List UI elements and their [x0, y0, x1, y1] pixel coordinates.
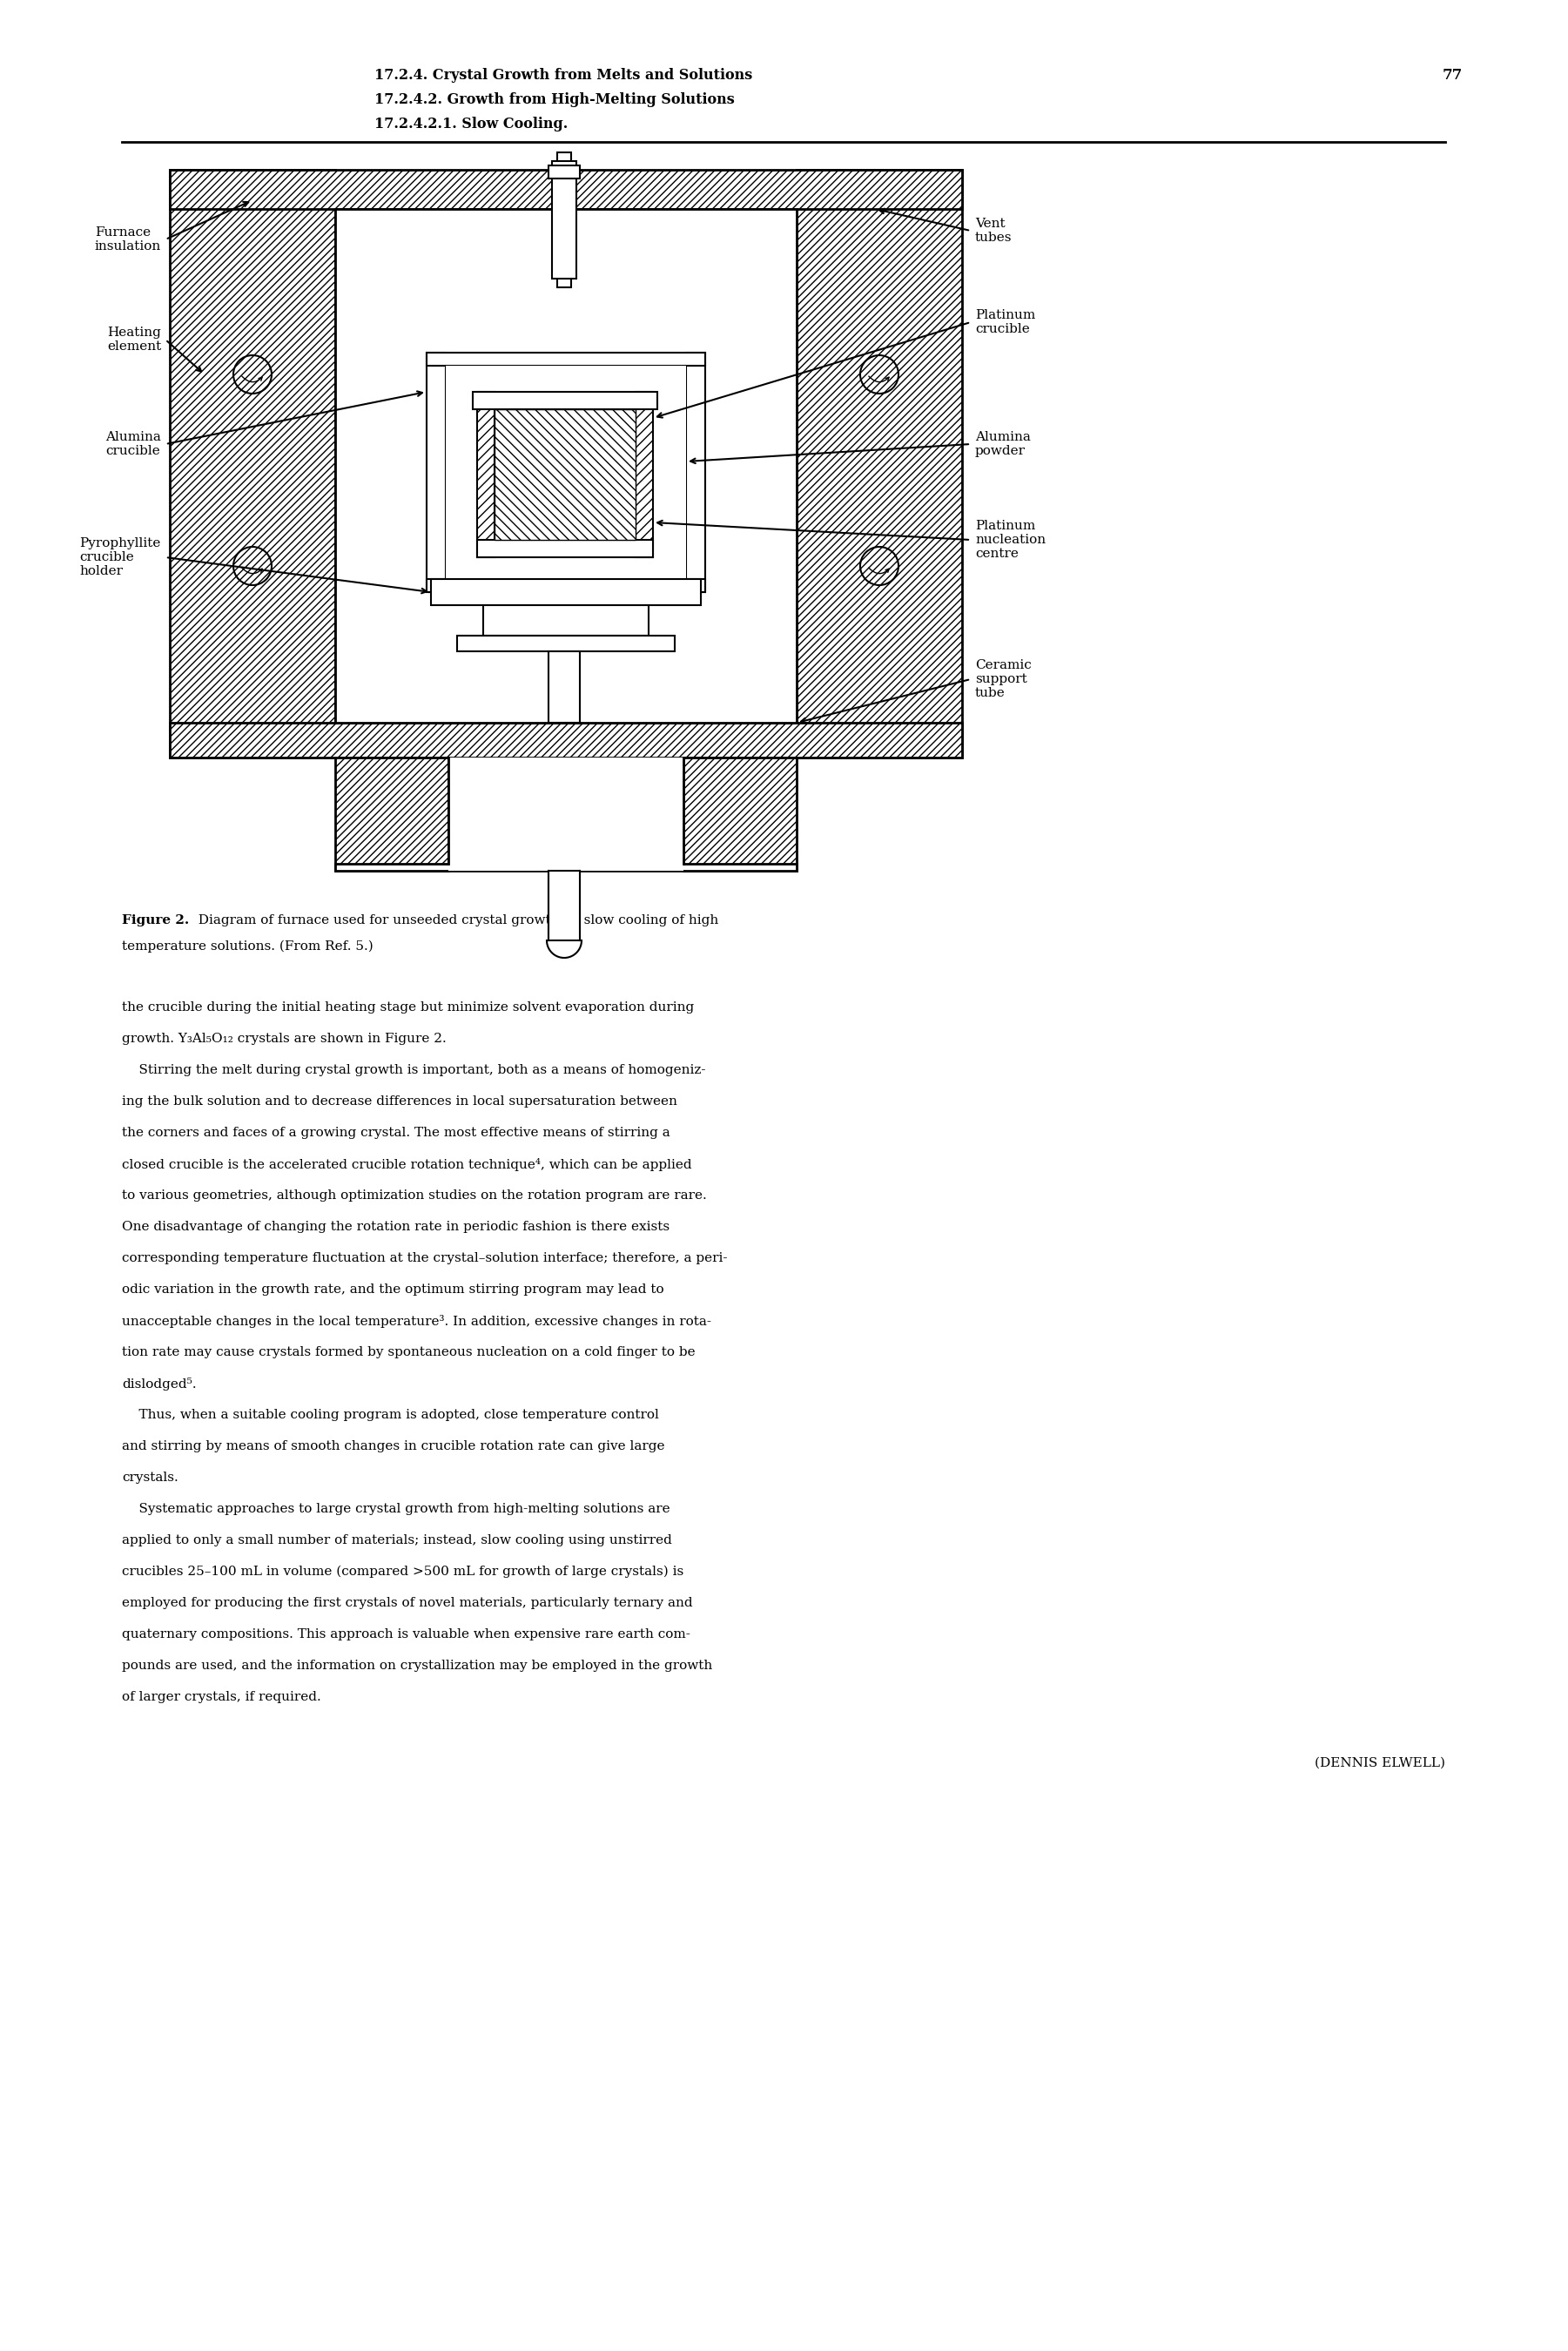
Text: of larger crystals, if required.: of larger crystals, if required.	[122, 1690, 321, 1702]
Text: Systematic approaches to large crystal growth from high-melting solutions are: Systematic approaches to large crystal g…	[122, 1502, 670, 1514]
Bar	[445, 367, 687, 578]
Text: ing the bulk solution and to decrease differences in local supersaturation betwe: ing the bulk solution and to decrease di…	[122, 1096, 677, 1107]
Text: Ceramic
support
tube: Ceramic support tube	[975, 658, 1032, 698]
Text: 17.2.4. Crystal Growth from Melts and Solutions: 17.2.4. Crystal Growth from Melts and So…	[375, 68, 753, 82]
Text: Platinum
nucleation
centre: Platinum nucleation centre	[975, 520, 1046, 560]
Text: crucibles 25–100 mL in volume (compared >500 mL for growth of large crystals) is: crucibles 25–100 mL in volume (compared …	[122, 1566, 684, 1578]
FancyArrowPatch shape	[241, 569, 262, 574]
Bar	[169, 169, 336, 757]
Text: (DENNIS ELWELL): (DENNIS ELWELL)	[1314, 1756, 1446, 1770]
Bar	[426, 353, 706, 367]
Bar	[336, 757, 448, 870]
Text: 17.2.4.2.1. Slow Cooling.: 17.2.4.2.1. Slow Cooling.	[375, 118, 568, 132]
Bar	[549, 870, 580, 940]
Bar	[797, 169, 963, 757]
Text: Heating
element: Heating element	[107, 327, 162, 353]
Bar	[448, 757, 684, 870]
Text: corresponding temperature fluctuation at the crystal–solution interface; therefo: corresponding temperature fluctuation at…	[122, 1253, 728, 1265]
Text: applied to only a small number of materials; instead, slow cooling using unstirr: applied to only a small number of materi…	[122, 1535, 673, 1547]
Text: Alumina
powder: Alumina powder	[975, 430, 1030, 456]
Text: Alumina
crucible: Alumina crucible	[105, 430, 162, 456]
Text: quaternary compositions. This approach is valuable when expensive rare earth com: quaternary compositions. This approach i…	[122, 1629, 690, 1641]
Text: Diagram of furnace used for unseeded crystal growth by slow cooling of high: Diagram of furnace used for unseeded cry…	[190, 915, 718, 926]
Text: Vent
tubes: Vent tubes	[975, 219, 1011, 245]
Bar	[684, 757, 797, 870]
Text: closed crucible is the accelerated crucible rotation technique⁴, which can be ap: closed crucible is the accelerated cruci…	[122, 1159, 691, 1171]
Text: One disadvantage of changing the rotation rate in periodic fashion is there exis: One disadvantage of changing the rotatio…	[122, 1220, 670, 1232]
Text: odic variation in the growth rate, and the optimum stirring program may lead to: odic variation in the growth rate, and t…	[122, 1284, 663, 1295]
Text: Stirring the melt during crystal growth is important, both as a means of homogen: Stirring the melt during crystal growth …	[122, 1065, 706, 1077]
Text: dislodged⁵.: dislodged⁵.	[122, 1378, 196, 1389]
FancyArrowPatch shape	[869, 569, 889, 574]
Text: 77: 77	[1443, 68, 1463, 82]
Text: Furnace
insulation: Furnace insulation	[94, 226, 162, 252]
Bar	[458, 635, 674, 651]
Text: Thus, when a suitable cooling program is adopted, close temperature control: Thus, when a suitable cooling program is…	[122, 1408, 659, 1420]
Text: the corners and faces of a growing crystal. The most effective means of stirring: the corners and faces of a growing cryst…	[122, 1126, 670, 1138]
Bar	[477, 393, 494, 557]
Bar	[431, 578, 701, 604]
Bar	[336, 863, 797, 870]
Text: 17.2.4.2. Growth from High-Melting Solutions: 17.2.4.2. Growth from High-Melting Solut…	[375, 92, 734, 108]
Bar	[483, 604, 649, 635]
Bar	[557, 153, 571, 287]
Bar	[472, 393, 657, 409]
FancyArrowPatch shape	[241, 376, 262, 381]
FancyArrowPatch shape	[869, 376, 889, 381]
Bar	[336, 209, 797, 722]
Bar	[494, 409, 635, 541]
Text: the crucible during the initial heating stage but minimize solvent evaporation d: the crucible during the initial heating …	[122, 1002, 695, 1013]
Bar	[426, 578, 706, 592]
Text: and stirring by means of smooth changes in crucible rotation rate can give large: and stirring by means of smooth changes …	[122, 1441, 665, 1453]
Text: Platinum
crucible: Platinum crucible	[975, 308, 1035, 336]
Text: Pyrophyllite
crucible
holder: Pyrophyllite crucible holder	[80, 536, 162, 578]
Bar	[169, 169, 963, 209]
Bar	[635, 393, 652, 557]
Text: growth. Y₃Al₅O₁₂ crystals are shown in Figure 2.: growth. Y₃Al₅O₁₂ crystals are shown in F…	[122, 1032, 447, 1044]
Text: to various geometries, although optimization studies on the rotation program are: to various geometries, although optimiza…	[122, 1190, 707, 1201]
Bar	[687, 353, 706, 592]
Text: crystals.: crystals.	[122, 1472, 179, 1483]
Bar	[552, 162, 577, 280]
Text: tion rate may cause crystals formed by spontaneous nucleation on a cold finger t: tion rate may cause crystals formed by s…	[122, 1347, 695, 1359]
Bar	[549, 165, 580, 179]
Text: unacceptable changes in the local temperature³. In addition, excessive changes i: unacceptable changes in the local temper…	[122, 1314, 712, 1328]
Text: temperature solutions. (From Ref. 5.): temperature solutions. (From Ref. 5.)	[122, 940, 373, 952]
Text: pounds are used, and the information on crystallization may be employed in the g: pounds are used, and the information on …	[122, 1660, 712, 1672]
Bar	[477, 541, 652, 557]
Bar	[169, 722, 963, 757]
Bar	[549, 651, 580, 722]
Bar	[426, 353, 445, 592]
Text: Figure 2.: Figure 2.	[122, 915, 190, 926]
Text: employed for producing the first crystals of novel materials, particularly terna: employed for producing the first crystal…	[122, 1596, 693, 1608]
